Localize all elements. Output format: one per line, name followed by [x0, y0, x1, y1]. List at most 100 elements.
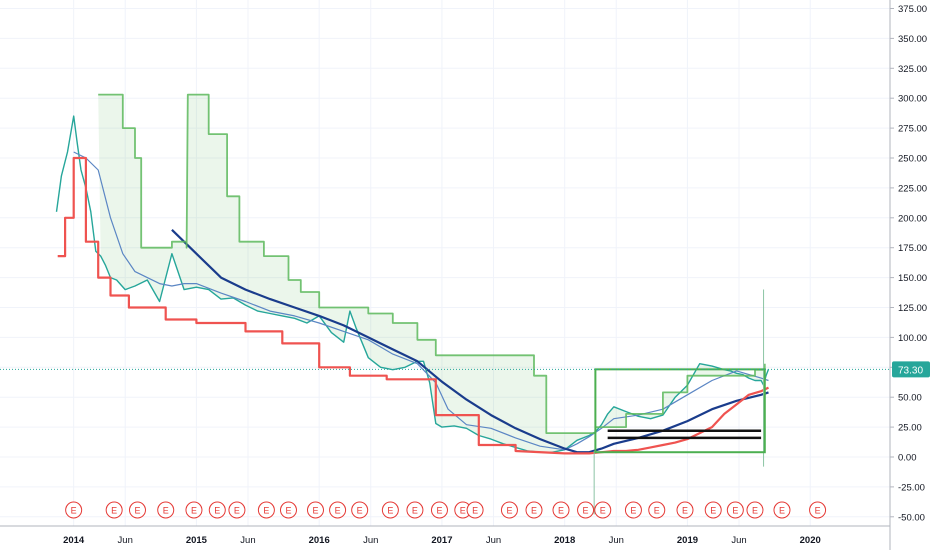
band-fill	[98, 94, 765, 453]
earnings-label: E	[732, 506, 738, 516]
earnings-marker[interactable]: E	[466, 501, 484, 519]
earnings-marker[interactable]: E	[500, 501, 518, 519]
earnings-circle	[228, 501, 246, 519]
earnings-marker[interactable]: E	[726, 501, 744, 519]
earnings-marker[interactable]: E	[257, 501, 275, 519]
earnings-label: E	[412, 506, 418, 516]
earnings-label: E	[214, 506, 220, 516]
earnings-marker[interactable]: E	[809, 501, 827, 519]
time-tick-label: 2020	[800, 535, 821, 546]
earnings-marker[interactable]: E	[329, 501, 347, 519]
earnings-label: E	[779, 506, 785, 516]
time-axis[interactable]: 2014 Jun 2015 Jun 2016 Jun 2017 Jun 2018 Jun 2019 J…	[63, 535, 821, 546]
earnings-circle	[381, 501, 399, 519]
time-tick-label: Jun	[240, 535, 255, 546]
price-tick-label: 250.00	[898, 154, 927, 165]
earnings-marker[interactable]: E	[65, 501, 83, 519]
earnings-marker[interactable]: E	[128, 501, 146, 519]
earnings-circle	[466, 501, 484, 519]
earnings-marker[interactable]: E	[430, 501, 448, 519]
earnings-circle	[65, 501, 83, 519]
earnings-circle	[773, 501, 791, 519]
earnings-label: E	[815, 506, 821, 516]
earnings-label: E	[191, 506, 197, 516]
earnings-label: E	[111, 506, 117, 516]
earnings-marker[interactable]: E	[105, 501, 123, 519]
earnings-marker[interactable]: E	[624, 501, 642, 519]
earnings-marker[interactable]: E	[704, 501, 722, 519]
earnings-circle	[726, 501, 744, 519]
earnings-circle	[577, 501, 595, 519]
earnings-circle	[809, 501, 827, 519]
time-tick-label: Jun	[609, 535, 624, 546]
earnings-circle	[279, 501, 297, 519]
earnings-label: E	[506, 506, 512, 516]
earnings-label: E	[472, 506, 478, 516]
price-tick-label: 0.00	[898, 453, 917, 464]
earnings-label: E	[163, 506, 169, 516]
earnings-marker[interactable]: E	[577, 501, 595, 519]
earnings-label: E	[234, 506, 240, 516]
time-tick-label: 2017	[431, 535, 452, 546]
earnings-circle	[128, 501, 146, 519]
band-fill-area	[98, 94, 765, 453]
last-price-marker: 73.30	[892, 361, 930, 378]
earnings-circle	[157, 501, 175, 519]
series-layer	[55, 93, 770, 515]
earnings-circle	[624, 501, 642, 519]
earnings-marker[interactable]: E	[306, 501, 324, 519]
time-tick-label: Jun	[486, 535, 501, 546]
earnings-circle	[704, 501, 722, 519]
earnings-circle	[351, 501, 369, 519]
earnings-marker[interactable]: E	[525, 501, 543, 519]
earnings-marker[interactable]: E	[228, 501, 246, 519]
earnings-label: E	[285, 506, 291, 516]
time-tick-label: Jun	[363, 535, 378, 546]
last-price-badge	[892, 361, 930, 378]
series-line-lower-band	[57, 156, 769, 455]
earnings-marker[interactable]: E	[381, 501, 399, 519]
earnings-marker[interactable]: E	[552, 501, 570, 519]
earnings-circle	[329, 501, 347, 519]
last-price-label: 73.30	[898, 365, 923, 376]
earnings-label: E	[600, 506, 606, 516]
earnings-circle	[208, 501, 226, 519]
time-tick-label: Jun	[118, 535, 133, 546]
horizontal-levels	[0, 368, 890, 440]
earnings-marker[interactable]: E	[185, 501, 203, 519]
price-tick-label: 375.00	[898, 4, 927, 15]
earnings-marker[interactable]: E	[406, 501, 424, 519]
earnings-label: E	[531, 506, 537, 516]
earnings-marker[interactable]: E	[746, 501, 764, 519]
earnings-marker[interactable]: E	[351, 501, 369, 519]
earnings-circle	[500, 501, 518, 519]
earnings-marker[interactable]: E	[594, 501, 612, 519]
price-axis[interactable]: 375.00 350.00 325.00 300.00 275.00 250.00 225.…	[890, 4, 927, 523]
earnings-label: E	[312, 506, 318, 516]
price-tick-label: 300.00	[898, 94, 927, 105]
price-tick-label: 350.00	[898, 34, 927, 45]
earnings-marker[interactable]: E	[157, 501, 175, 519]
earnings-circle	[648, 501, 666, 519]
earnings-label: E	[71, 506, 77, 516]
earnings-marker[interactable]: E	[773, 501, 791, 519]
time-tick-label: 2016	[309, 535, 330, 546]
price-tick-label: 150.00	[898, 273, 927, 284]
price-tick-label: 25.00	[898, 423, 922, 434]
earnings-label: E	[630, 506, 636, 516]
earnings-label: E	[335, 506, 341, 516]
earnings-circle	[594, 501, 612, 519]
price-tick-label: 100.00	[898, 333, 927, 344]
earnings-marker[interactable]: E	[648, 501, 666, 519]
earnings-label: E	[436, 506, 442, 516]
earnings-marker[interactable]: E	[676, 501, 694, 519]
price-tick-label: 325.00	[898, 64, 927, 75]
earnings-marker[interactable]: E	[279, 501, 297, 519]
price-tick-label: 175.00	[898, 243, 927, 254]
earnings-marker[interactable]: E	[208, 501, 226, 519]
earnings-circle	[257, 501, 275, 519]
earnings-label: E	[134, 506, 140, 516]
